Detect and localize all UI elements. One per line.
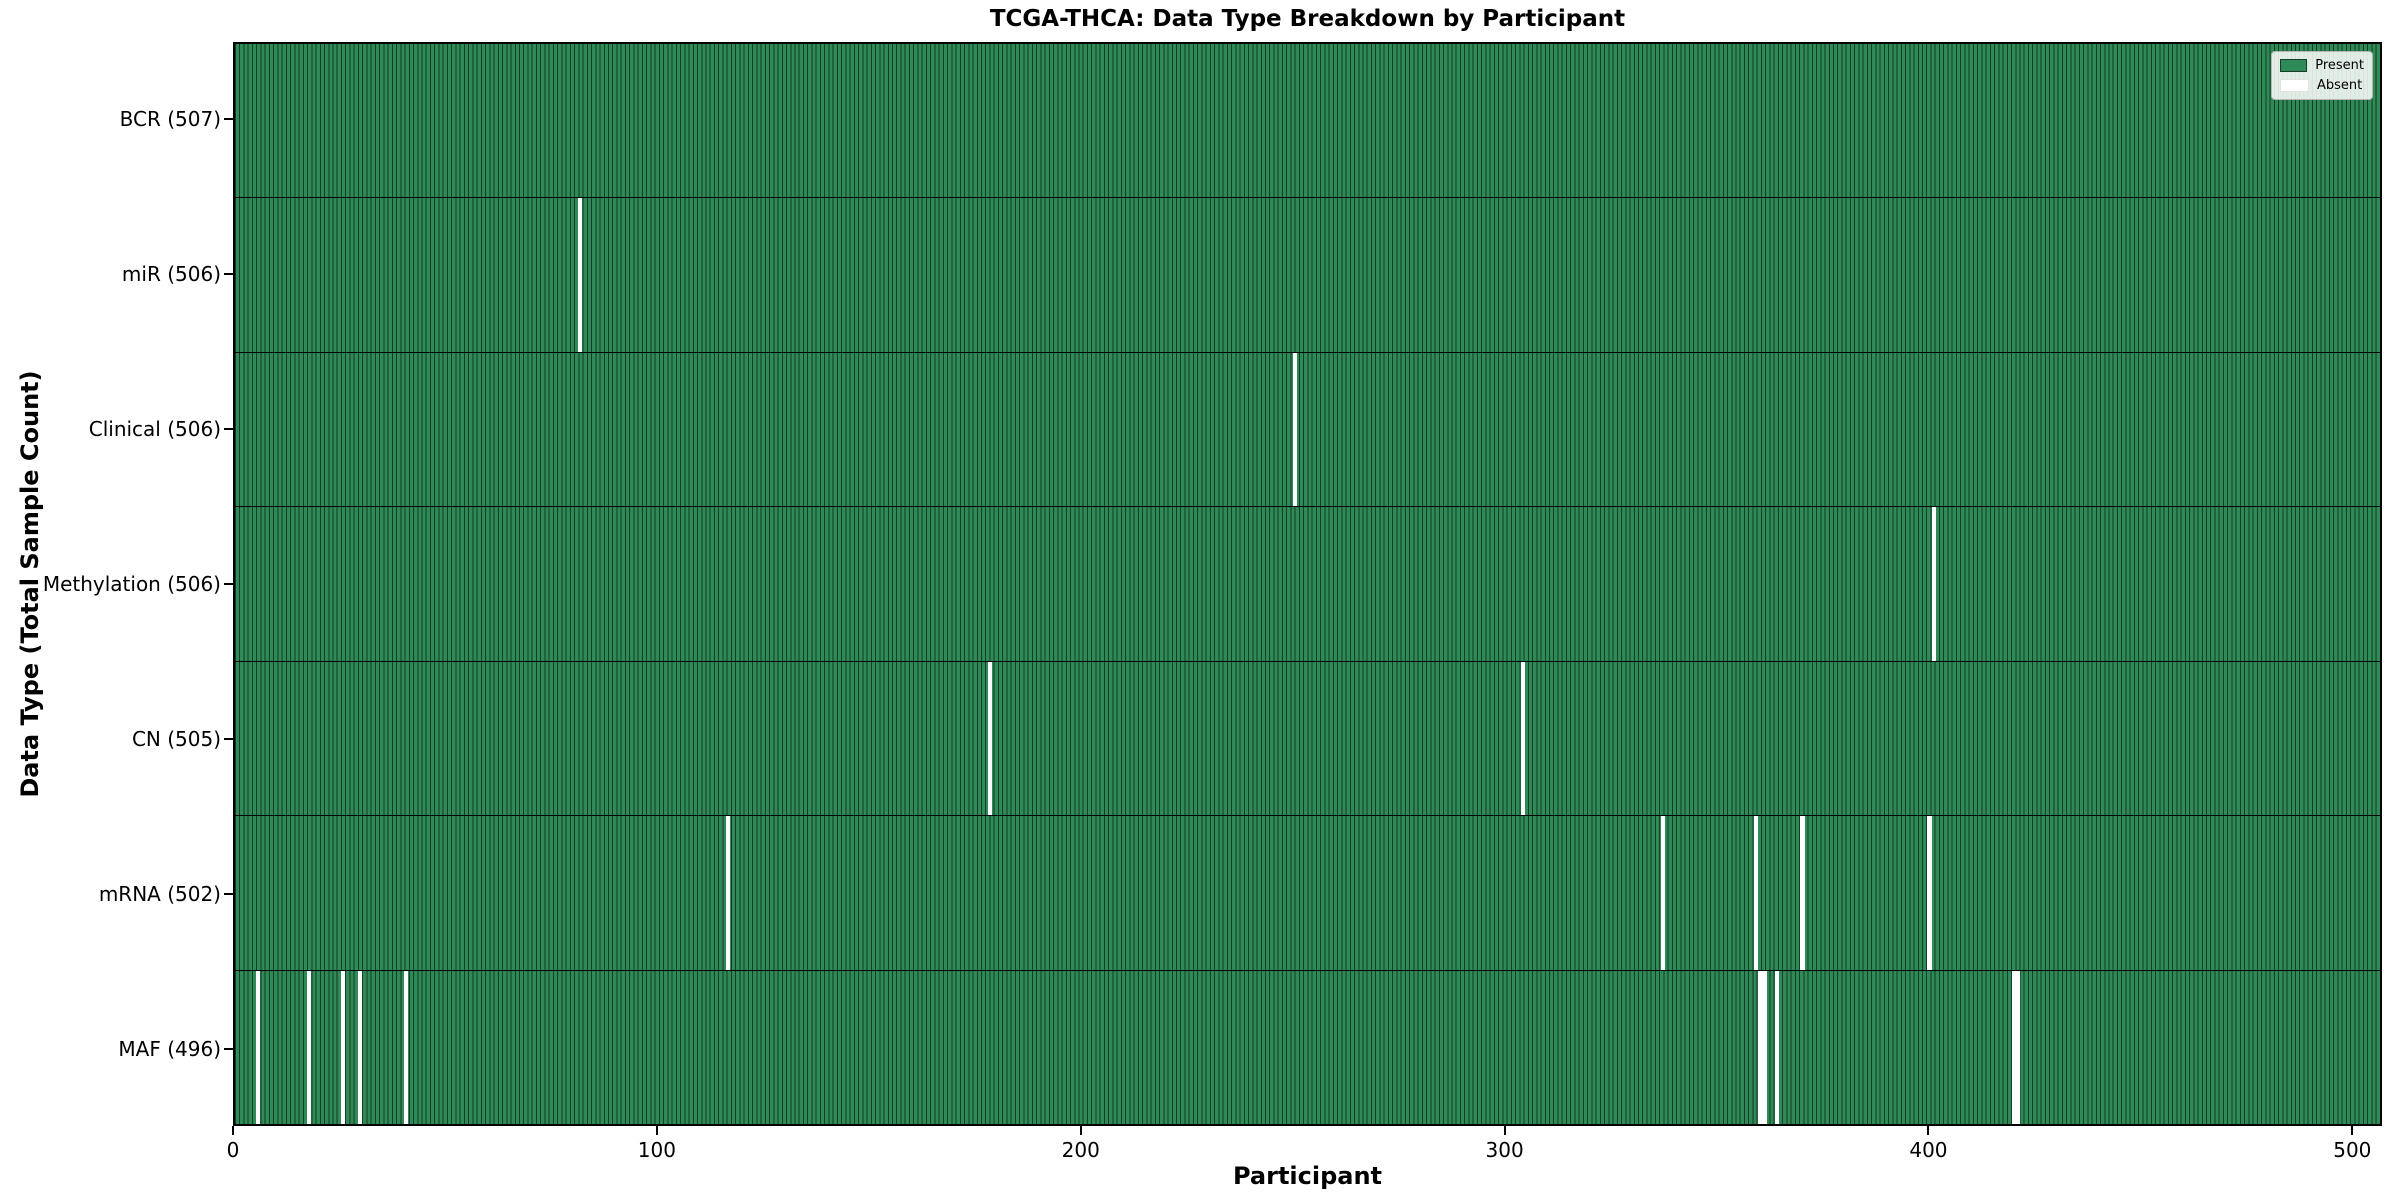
absent-gap — [1292, 352, 1297, 507]
absent-gap — [1931, 507, 1936, 661]
absent-gap — [725, 816, 730, 970]
x-tick-mark — [1503, 1126, 1506, 1135]
y-tick-label: Clinical (506) — [88, 417, 221, 442]
y-tick-mark — [224, 737, 233, 740]
heatmap-row-mir — [235, 198, 2380, 353]
absent-gap — [988, 661, 993, 816]
y-tick-mark — [224, 1047, 233, 1050]
heatmap-row-bcr — [235, 44, 2380, 199]
absent-gap — [1753, 816, 1759, 970]
absent-gap — [1927, 816, 1932, 970]
x-tick-label: 0 — [226, 1138, 240, 1162]
absent-gap — [357, 970, 362, 1124]
legend-item-present: Present — [2280, 58, 2364, 73]
legend-present-label: Present — [2315, 58, 2364, 73]
absent-gap — [1800, 816, 1805, 970]
absent-gap — [340, 970, 345, 1124]
x-tick-mark — [655, 1126, 658, 1135]
y-tick-label: CN (505) — [131, 726, 221, 751]
y-tick-label: miR (506) — [121, 262, 221, 287]
absent-gap — [1762, 970, 1767, 1124]
x-tick-mark — [1079, 1126, 1082, 1135]
absent-gap — [1660, 816, 1665, 970]
absent-gap — [404, 970, 409, 1124]
legend-present-swatch — [2280, 59, 2308, 72]
x-tick-label: 500 — [2333, 1138, 2372, 1162]
y-tick-label: mRNA (502) — [98, 881, 221, 906]
y-tick-label: BCR (507) — [119, 107, 221, 132]
y-tick-label: Methylation (506) — [42, 572, 221, 596]
absent-gap — [1521, 661, 1526, 816]
y-tick-mark — [224, 118, 233, 121]
absent-gap — [1758, 970, 1763, 1124]
legend-absent-swatch — [2280, 79, 2309, 92]
absent-gap — [2011, 970, 2017, 1124]
legend-absent-label: Absent — [2317, 78, 2363, 93]
absent-gap — [2016, 970, 2021, 1124]
x-tick-mark — [1927, 1126, 1930, 1135]
heatmap-row-maf — [235, 970, 2380, 1124]
heatmap-row-mrna — [235, 816, 2380, 971]
absent-gap — [256, 970, 261, 1124]
chart-title: TCGA-THCA: Data Type Breakdown by Partic… — [989, 6, 1626, 32]
plot-area: Present Absent — [233, 42, 2382, 1126]
y-tick-mark — [224, 273, 233, 276]
heatmap-row-methylation — [235, 507, 2380, 662]
x-tick-label: 300 — [1485, 1138, 1524, 1162]
x-tick-mark — [2351, 1126, 2354, 1135]
heatmap-rows-container — [235, 44, 2380, 1124]
x-tick-mark — [232, 1126, 234, 1135]
absent-gap — [306, 970, 312, 1124]
heatmap-row-cn — [235, 661, 2380, 817]
y-tick-label: MAF (496) — [118, 1036, 221, 1061]
absent-gap — [1775, 970, 1780, 1124]
legend-item-absent: Absent — [2280, 78, 2364, 93]
x-tick-label: 200 — [1061, 1138, 1100, 1162]
x-tick-label: 400 — [1909, 1138, 1948, 1162]
x-tick-label: 100 — [637, 1138, 676, 1162]
y-tick-mark — [224, 428, 233, 431]
heatmap-row-clinical — [235, 352, 2380, 508]
y-tick-mark — [224, 892, 233, 895]
absent-gap — [577, 198, 582, 352]
x-axis-title: Participant — [1232, 1162, 1383, 1190]
y-tick-mark — [224, 583, 233, 585]
legend: Present Absent — [2271, 51, 2373, 100]
